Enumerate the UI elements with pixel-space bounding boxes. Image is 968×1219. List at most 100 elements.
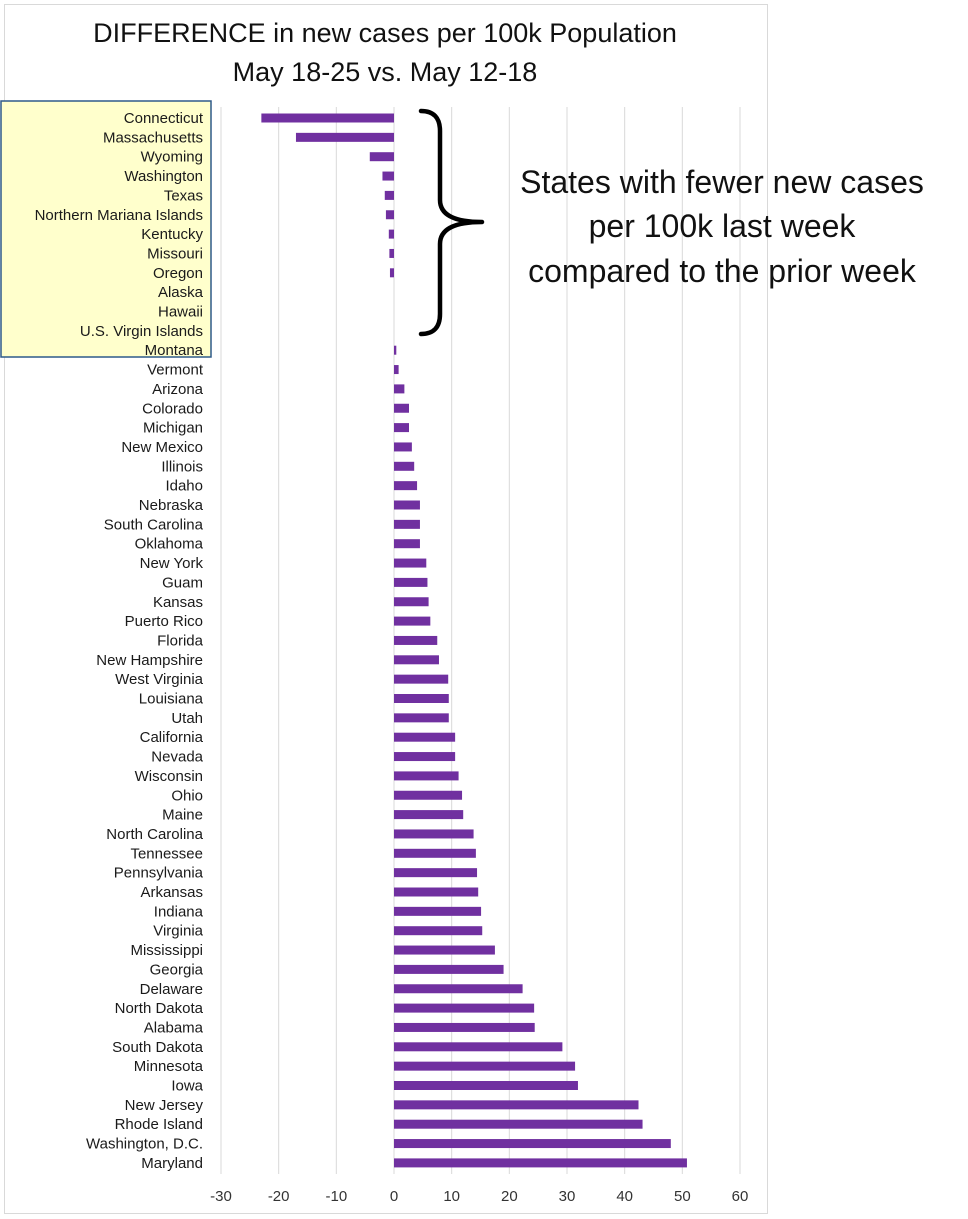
bar	[394, 1158, 687, 1168]
category-label: Puerto Rico	[125, 613, 203, 630]
category-label: Massachusetts	[103, 129, 203, 146]
bar	[394, 945, 495, 955]
chart-title-line-2: May 18-25 vs. May 12-18	[233, 57, 538, 87]
grid-lines	[220, 107, 741, 1174]
category-label: New Hampshire	[96, 652, 203, 669]
bar	[394, 481, 418, 491]
x-tick-label: -20	[268, 1188, 290, 1205]
bar	[394, 1003, 535, 1013]
chart-title-line-1: DIFFERENCE in new cases per 100k Populat…	[93, 18, 677, 48]
x-tick-label: 60	[732, 1188, 749, 1205]
bar	[394, 1022, 535, 1032]
category-label: Utah	[171, 710, 203, 727]
category-label: Colorado	[142, 400, 203, 417]
category-label: Ohio	[171, 787, 203, 804]
category-label: South Dakota	[112, 1039, 204, 1056]
curly-brace-icon	[418, 108, 485, 337]
category-label: Vermont	[147, 362, 204, 379]
bar	[385, 210, 394, 220]
bar	[394, 771, 459, 781]
x-tick-label: 20	[501, 1188, 518, 1205]
bar	[394, 829, 474, 839]
category-label: South Carolina	[104, 516, 204, 533]
bar	[394, 539, 420, 549]
bar	[261, 113, 394, 123]
bar	[394, 848, 476, 858]
category-label: Wisconsin	[135, 768, 203, 785]
category-label: U.S. Virgin Islands	[80, 323, 203, 340]
x-tick-label: 0	[390, 1188, 398, 1205]
category-label: Louisiana	[139, 691, 204, 708]
bar	[394, 868, 478, 878]
category-label: Alabama	[144, 1019, 204, 1036]
category-label: Georgia	[150, 961, 204, 978]
category-label: Idaho	[165, 478, 203, 495]
bar	[394, 365, 399, 375]
bar	[394, 345, 397, 355]
category-label: Tennessee	[130, 845, 203, 862]
bars	[261, 113, 687, 1168]
category-label: New Jersey	[125, 1097, 204, 1114]
bar	[369, 152, 394, 162]
category-label: Guam	[162, 574, 203, 591]
category-label: North Dakota	[115, 1000, 204, 1017]
bar	[394, 1139, 671, 1149]
category-label: Rhode Island	[115, 1116, 203, 1133]
category-label: Wyoming	[141, 149, 203, 166]
bar	[394, 558, 427, 568]
x-tick-label: -10	[325, 1188, 347, 1205]
bar	[394, 926, 483, 936]
bar	[394, 500, 420, 510]
category-label: Alaska	[158, 284, 204, 301]
x-tick-label: 40	[616, 1188, 633, 1205]
category-label: Kansas	[153, 594, 203, 611]
annotation: States with fewer new cases per 100k las…	[520, 164, 924, 289]
bar	[394, 810, 464, 820]
bar	[394, 1081, 578, 1090]
x-tick-labels: -30 -20 -10 0 10 20 30 40 50 60	[210, 1188, 748, 1205]
bar	[394, 887, 479, 897]
bar	[394, 1061, 576, 1071]
category-label: Arkansas	[140, 884, 203, 901]
category-label: West Virginia	[115, 671, 203, 688]
bar	[394, 577, 428, 587]
category-label: Minnesota	[134, 1058, 204, 1075]
category-label: Michigan	[143, 420, 203, 437]
category-label: Indiana	[154, 903, 204, 920]
x-tick-label: -30	[210, 1188, 232, 1205]
category-label: Iowa	[171, 1078, 203, 1095]
bar	[394, 694, 449, 703]
bar	[394, 1100, 639, 1110]
bar	[394, 964, 504, 974]
category-label: Missouri	[147, 245, 203, 262]
category-label: Texas	[164, 187, 203, 204]
bar	[388, 229, 394, 239]
category-label: Nebraska	[139, 497, 204, 514]
bar	[394, 906, 482, 916]
bar	[394, 597, 429, 607]
category-label: Washington, D.C.	[86, 1136, 203, 1153]
category-label: Arizona	[152, 381, 204, 398]
chart-frame	[4, 4, 768, 1214]
category-label: Nevada	[151, 749, 203, 766]
category-label: Oregon	[153, 265, 203, 282]
x-tick-label: 50	[674, 1188, 691, 1205]
category-label: Montana	[145, 342, 204, 359]
annotation-line-1: States with fewer new cases	[520, 164, 924, 200]
highlight-box	[0, 100, 212, 358]
category-label: Maryland	[141, 1155, 203, 1172]
category-label: Kentucky	[141, 226, 203, 243]
bar	[394, 732, 456, 742]
category-label: New York	[140, 555, 204, 572]
category-label: Pennsylvania	[114, 865, 204, 882]
bar	[394, 384, 405, 394]
bar	[394, 403, 409, 413]
bar	[394, 461, 415, 471]
category-label: Washington	[124, 168, 203, 185]
bar	[394, 519, 420, 529]
category-label: Mississippi	[130, 942, 203, 959]
bar	[389, 248, 394, 258]
bar	[384, 190, 394, 200]
bar	[394, 790, 463, 800]
